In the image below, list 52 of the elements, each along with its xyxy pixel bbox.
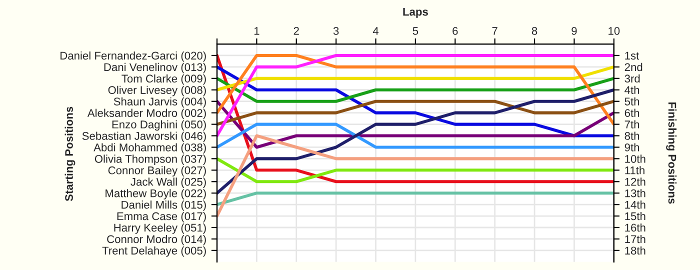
text: Starting Positions — [64, 106, 76, 202]
text: Sebastian Jaworski (046) — [82, 132, 206, 142]
text: Tom Clarke (009) — [122, 74, 206, 85]
x-tick-label: 2 — [294, 27, 299, 35]
y-tick-label: 9th — [624, 143, 640, 152]
text: Jack Wall (025) — [130, 178, 206, 188]
y-axis-title: Finishing Positions — [666, 102, 676, 204]
y-tick-label: 3rd — [624, 74, 640, 83]
text: Connor Modro (014) — [107, 234, 206, 246]
text: Trent Delahaye (005) — [102, 246, 206, 257]
line-series — [217, 100, 614, 149]
text: Connor Bailey (027) — [108, 166, 206, 176]
y-tick-label: 7th — [624, 120, 640, 128]
x-tick-label: 3 — [333, 27, 339, 35]
x-tick-label: 1 — [254, 27, 260, 35]
x-axis-title: Laps — [403, 8, 428, 18]
text: Shaun Jarvis (004) — [114, 97, 206, 108]
y-tick-label: 11th — [625, 166, 644, 174]
y-tick-label: 16th — [625, 223, 646, 232]
line-series — [217, 88, 614, 195]
text: Matthew Boyle (022) — [106, 189, 206, 200]
x-tick-label: 10 — [608, 27, 620, 35]
x-tick-label: 9 — [572, 27, 577, 35]
y-tick-label: 15th — [625, 212, 646, 220]
y-tick-label: 17th — [625, 234, 646, 244]
y-tick-label: 8th — [624, 132, 640, 140]
y-tick-label: 14th — [625, 200, 646, 209]
text: Aleksander Modro (002) — [87, 108, 206, 120]
x-tick-label: 8 — [532, 27, 538, 35]
y-tick-label: 12th — [625, 178, 646, 186]
y-tick-label: 4th — [624, 86, 640, 94]
text: Abdi Mohammed (038) — [94, 143, 206, 154]
y-tick-label: 5th — [624, 97, 640, 106]
x-tick-label: 7 — [492, 27, 498, 35]
text: Daniel Mills (015) — [122, 200, 206, 211]
text: Dani Venelinov (013) — [104, 62, 206, 74]
y-tick-label: 18th — [625, 246, 646, 255]
text: Oliver Livesey (008) — [108, 86, 206, 96]
text: Emma Case (017) — [117, 212, 206, 222]
line-series — [217, 134, 614, 218]
y-tick-label: 6th — [624, 108, 640, 117]
x-tick-label: 6 — [452, 27, 458, 35]
x-tick-label: 5 — [412, 27, 418, 35]
x-tick-label: 4 — [372, 27, 379, 35]
text: Olivia Thompson (037) — [94, 154, 206, 166]
text: Harry Keeley (051) — [114, 223, 206, 234]
y-tick-label: 2nd — [624, 62, 642, 72]
y-tick-label: 13th — [625, 189, 646, 198]
text: Enzo Daghini (050) — [112, 120, 206, 131]
text: Daniel Fernandez-Garci (020) — [60, 51, 206, 62]
y-tick-label: 1st — [625, 52, 640, 60]
y-tick-label: 10th — [625, 154, 646, 163]
